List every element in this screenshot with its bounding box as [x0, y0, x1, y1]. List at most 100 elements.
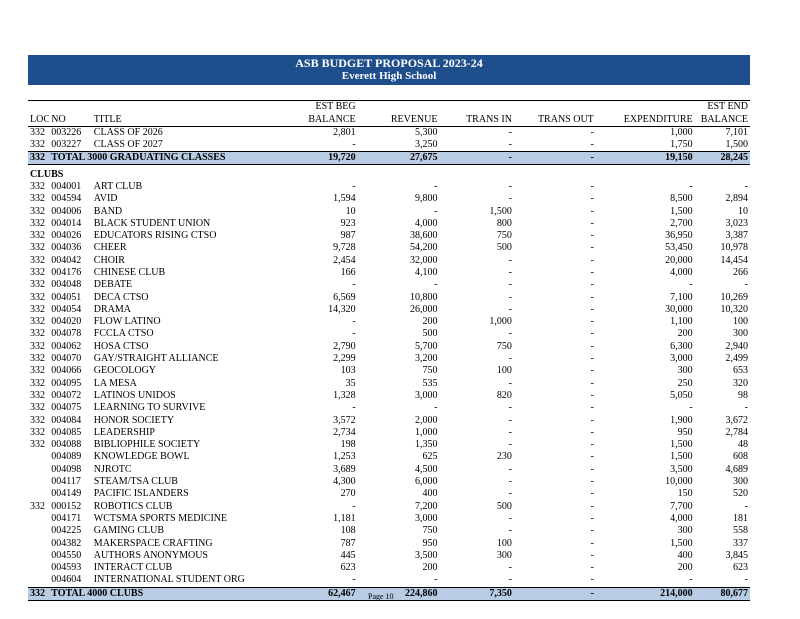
table-row: 332 004176 CHINESE CLUB 166 4,100 - - 4,000 266 — [28, 267, 750, 279]
cell-tout: - — [590, 512, 594, 524]
graduating-classes-rows: 332 003226 CLASS OF 2026 2,801 5,300- -1,000 7… — [28, 126, 750, 152]
cell-tout: - — [590, 267, 594, 278]
header-trans-in: TRANS IN — [439, 113, 514, 127]
cell-rev: 3,250 — [415, 139, 438, 151]
cell-end: 300 — [733, 328, 748, 340]
cell-no: 004085 — [51, 426, 82, 438]
cell-tin: 500 — [496, 500, 512, 512]
total-rev: 27,675 — [357, 151, 440, 166]
table-row: 332 004062 HOSA CTSO 2,790 5,700 750 - 6,300 2,9… — [28, 341, 750, 353]
cell-end: 100 — [733, 316, 748, 328]
cell-rev: - — [434, 279, 438, 291]
cell-tin: - — [508, 426, 512, 438]
cell-beg: 35 — [345, 377, 356, 389]
cell-loc — [28, 562, 49, 574]
cell-end: - — [744, 279, 748, 291]
cell-no: 004072 — [51, 389, 82, 401]
cell-tin: 750 — [496, 340, 512, 352]
total-end: 80,677 — [694, 586, 750, 601]
cell-tout: - — [590, 439, 594, 451]
cell-exp: 2,700 — [670, 217, 693, 229]
cell-title: HONOR SOCIETY — [93, 414, 175, 426]
cell-title: DRAMA — [93, 303, 132, 315]
cell-exp: - — [689, 279, 693, 291]
total-tout: - — [513, 586, 596, 601]
report-title: ASB BUDGET PROPOSAL 2023-24 — [295, 56, 483, 70]
cell-title: BLACK STUDENT UNION — [93, 217, 211, 229]
table-row: 004089 KNOWLEDGE BOWL 1,253 625 230 - 1,500 608 — [28, 451, 750, 463]
cell-loc: 332 — [30, 267, 45, 278]
cell-tin: - — [508, 562, 512, 574]
cell-title: STEAM/TSA CLUB — [93, 476, 178, 488]
cell-loc: 332 — [30, 426, 45, 438]
cell-end: 3,845 — [725, 549, 749, 561]
cell-loc — [28, 451, 49, 463]
cell-beg: 923 — [340, 217, 356, 229]
cell-title: KNOWLEDGE BOWL — [93, 451, 190, 463]
cell-tout: - — [590, 279, 594, 291]
total-end: 28,245 — [694, 151, 750, 166]
cell-rev: 54,200 — [410, 242, 438, 254]
cell-beg: 1,594 — [333, 193, 356, 205]
cell-tout: - — [590, 549, 594, 561]
cell-end: 3,387 — [725, 230, 749, 242]
cell-tin: 820 — [496, 389, 512, 401]
cell-beg: 1,328 — [333, 389, 356, 401]
cell-beg: - — [352, 328, 356, 340]
cell-tin: - — [508, 377, 512, 389]
cell-end: - — [744, 180, 748, 192]
cell-tout: - — [590, 525, 594, 537]
cell-rev: 1,350 — [415, 439, 438, 451]
cell-loc: 332 — [30, 291, 45, 303]
cell-title: GAMING CLUB — [93, 525, 165, 537]
cell-title: FLOW LATINO — [93, 316, 161, 328]
cell-end: 181 — [733, 512, 748, 524]
table-row: 332 004014 BLACK STUDENT UNION 923 4,000 800 -… — [28, 218, 750, 230]
cell-rev: 38,600 — [410, 230, 438, 242]
cell-beg: 445 — [340, 549, 356, 561]
cell-tin: - — [508, 193, 512, 205]
cell-beg: 103 — [340, 365, 356, 377]
cell-no: 004149 — [51, 488, 82, 500]
cell-tout: - — [590, 426, 594, 438]
table-row: 332 004075 LEARNING TO SURVIVE - - - - - - — [28, 402, 750, 414]
table-row: 332 004066 GEOCOLOGY 103 750 100 - 300 653 — [28, 365, 750, 377]
table-row: 332 004036 CHEER 9,728 54,200 500 - 53,450 10,97… — [28, 242, 750, 254]
cell-tout: - — [590, 340, 594, 352]
table-row: 332 004048 DEBATE - - - - - - — [28, 279, 750, 291]
cell-exp: 20,000 — [665, 254, 693, 266]
cell-title: FCCLA CTSO — [93, 328, 154, 340]
cell-title: CHINESE CLUB — [93, 267, 166, 278]
cell-title: ROBOTICS CLUB — [93, 500, 173, 512]
cell-tout: - — [590, 500, 594, 512]
cell-tout: - — [590, 303, 594, 315]
cell-rev: 500 — [422, 328, 438, 340]
cell-tin: - — [508, 254, 512, 266]
cell-end: 3,672 — [725, 414, 749, 426]
table-row: 004604 INTERNATIONAL STUDENT ORG - - - - - - — [28, 574, 750, 587]
cell-loc: 332 — [30, 353, 45, 365]
cell-end: 10 — [738, 205, 748, 217]
cell-beg: - — [352, 574, 356, 586]
cell-tin: - — [508, 291, 512, 303]
cell-end: 10,978 — [720, 242, 749, 254]
cell-title: CHEER — [93, 242, 127, 254]
cell-tin: - — [508, 180, 512, 192]
cell-rev: 6,000 — [415, 476, 438, 488]
cell-rev: 750 — [422, 365, 438, 377]
cell-title: PACIFIC ISLANDERS — [93, 488, 189, 500]
cell-loc: 332 — [30, 205, 45, 217]
cell-loc: 332 — [30, 254, 45, 266]
cell-tout: - — [590, 476, 594, 488]
total-beg: 19,720 — [293, 151, 358, 166]
cell-loc: 332 — [30, 328, 45, 340]
cell-loc — [28, 525, 49, 537]
cell-rev: 950 — [422, 537, 438, 549]
cell-tout: - — [590, 574, 594, 586]
cell-title: ART CLUB — [93, 180, 143, 192]
cell-no: 004089 — [51, 451, 82, 463]
cell-tout: - — [590, 451, 594, 463]
clubs-heading: CLUBS — [30, 168, 64, 180]
cell-end: 10,269 — [720, 291, 749, 303]
cell-end: 10,320 — [720, 303, 749, 315]
